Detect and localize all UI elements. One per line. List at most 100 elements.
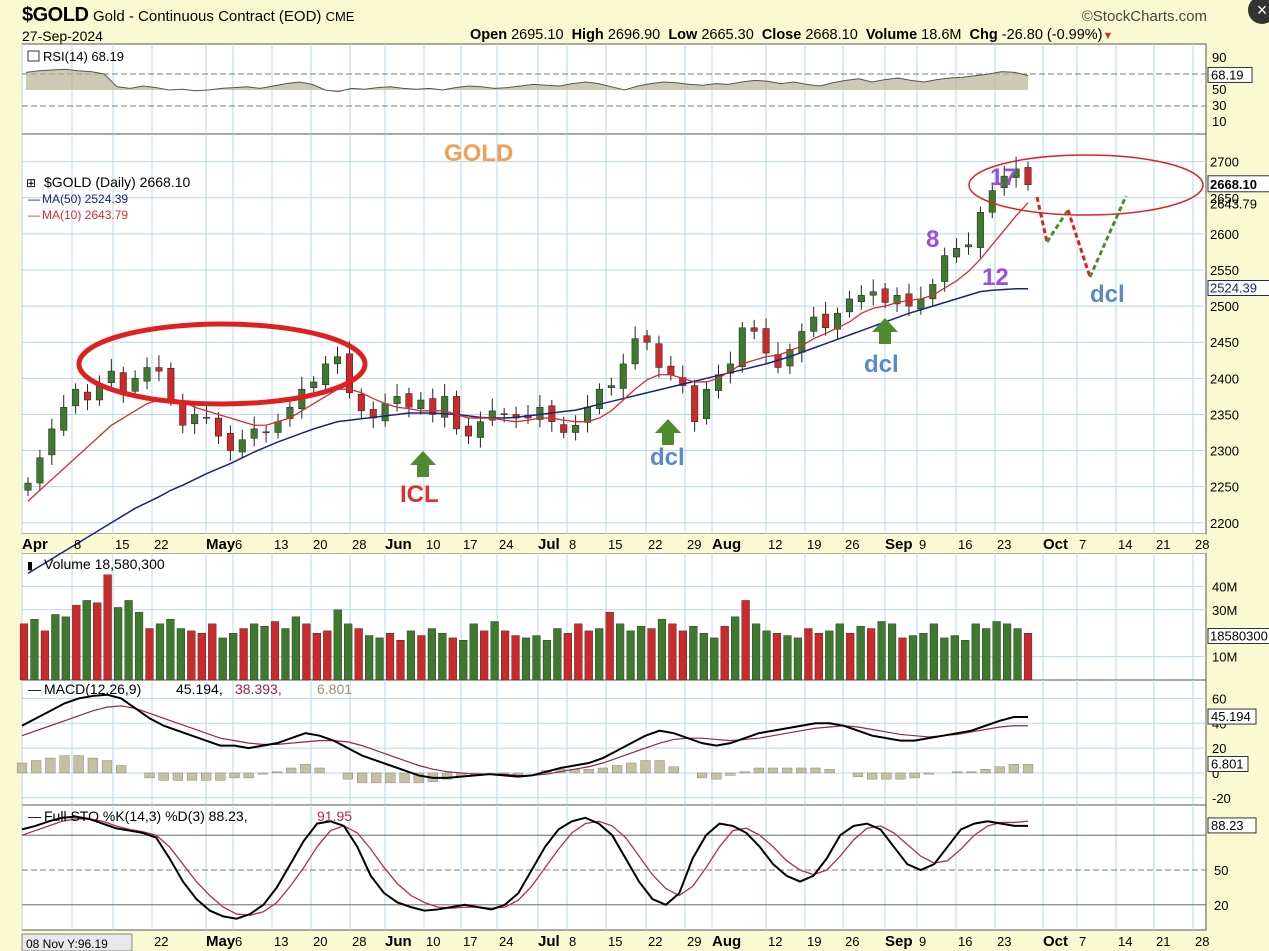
x-axis-label: Oct: [1043, 536, 1068, 553]
volume-bar: [762, 630, 771, 681]
price-tick-label: 2400: [1210, 371, 1239, 386]
candle-body: [405, 393, 413, 408]
candle-body: [214, 417, 222, 437]
volume-bar: [605, 611, 614, 681]
candle-body: [845, 298, 853, 313]
candle-body: [941, 255, 949, 282]
volume-bar: [668, 623, 677, 681]
volume-bar: [155, 623, 165, 681]
price-tick-label: 2300: [1210, 444, 1239, 459]
volume-bar: [40, 630, 50, 681]
candle-body: [48, 428, 56, 456]
macd-histogram-bar: [980, 769, 991, 774]
candle-body: [322, 363, 330, 386]
x-axis-label: 28: [1195, 537, 1209, 552]
volume-bar: [19, 623, 29, 681]
x-axis-label: 21: [1156, 537, 1170, 552]
price-tick-label: 2600: [1210, 227, 1239, 242]
volume-bar: [291, 616, 301, 681]
volume-bar: [354, 628, 363, 681]
x-axis-label: 19: [807, 537, 821, 552]
bottom-x-axis-label: Sep: [885, 933, 913, 950]
volume-bar: [982, 628, 991, 681]
volume-legend: Volume 18,580,300: [44, 556, 165, 572]
macd-histogram-bar: [201, 772, 212, 781]
volume-bar: [814, 633, 823, 681]
volume-bar: [260, 625, 269, 681]
macd-histogram-bar: [300, 764, 311, 774]
open-value: 2695.10: [511, 27, 564, 43]
x-axis-label: 10: [426, 537, 440, 552]
macd-hist-box: [1207, 756, 1249, 773]
macd-signal-legend: 38.393,: [235, 681, 282, 697]
volume-bar: [647, 628, 656, 681]
volume-bar: [323, 630, 332, 681]
macd-histogram-bar: [994, 766, 1005, 774]
candle-body: [798, 331, 806, 353]
close-icon[interactable]: ×: [1248, 0, 1269, 24]
volume-bar: [208, 623, 217, 681]
volume-bar: [30, 618, 39, 681]
volume-bar: [741, 600, 750, 681]
close-label: Close: [761, 27, 802, 43]
volume-bar: [1002, 623, 1012, 681]
macd-histogram-bar: [45, 757, 56, 774]
macd-histogram-bar: [229, 772, 240, 779]
x-axis-band: [22, 534, 1206, 553]
volume-bar: [856, 625, 865, 681]
volume-bar: [166, 618, 175, 681]
macd-legend-swatch: —: [28, 682, 41, 697]
macd-histogram-bar: [356, 772, 368, 784]
volume-bar: [406, 630, 416, 681]
bottom-x-axis-label: 15: [608, 934, 622, 949]
volume-bar: [657, 618, 667, 681]
macd-histogram-bar: [59, 755, 70, 774]
macd-hist-value: 6.801: [1211, 757, 1244, 772]
volume-bar: [846, 633, 855, 681]
bottom-x-axis-label: 17: [463, 934, 477, 949]
volume-bar: [804, 628, 813, 681]
up-arrow-icon-dcl2: [872, 318, 898, 344]
volume-bar: [950, 635, 959, 681]
volume-bar: [636, 625, 646, 681]
x-axis-label: 8: [74, 537, 81, 552]
volume-bar: [574, 623, 583, 681]
candle-body: [1000, 175, 1008, 188]
candle-body: [84, 391, 92, 401]
candle-body: [917, 298, 925, 310]
volume-bar: [867, 628, 876, 681]
candle-body: [310, 381, 318, 388]
volume-bar: [689, 625, 698, 681]
volume-bar: [480, 630, 489, 681]
candle-body: [953, 248, 961, 258]
macd-last-value: 45.194: [1211, 709, 1251, 724]
candle-body: [191, 414, 199, 425]
macd-histogram-bar: [73, 755, 84, 774]
x-axis-label: 23: [997, 537, 1011, 552]
low-value: 2665.30: [701, 27, 754, 43]
volume-bar: [511, 635, 520, 681]
volume-bar: [469, 623, 478, 681]
open-label: Open: [470, 27, 508, 43]
high-label: High: [571, 27, 604, 43]
bottom-x-axis-label: 14: [1118, 934, 1132, 949]
candle-body: [167, 367, 175, 401]
macd-histogram-bar: [31, 760, 42, 774]
volume-bar: [249, 623, 259, 681]
count-8-annotation: 8: [926, 226, 939, 253]
dcl-annotation-3: dcl: [1090, 281, 1125, 308]
volume-bar: [375, 637, 384, 681]
sto-k-line: [21, 815, 1028, 920]
macd-histogram-bar: [796, 767, 807, 774]
macd-legend: MACD(12,26,9): [44, 681, 141, 697]
ma50-last-value: 2524.39: [1210, 280, 1257, 295]
candle-body: [607, 385, 615, 388]
macd-histogram-bar: [16, 762, 28, 774]
candle-body: [738, 327, 746, 368]
ticker-symbol: $GOLD: [22, 4, 89, 26]
volume-bar: [710, 637, 719, 681]
macd-histogram-bar: [271, 771, 283, 774]
candle-body: [595, 388, 603, 409]
candle-body: [750, 327, 758, 332]
